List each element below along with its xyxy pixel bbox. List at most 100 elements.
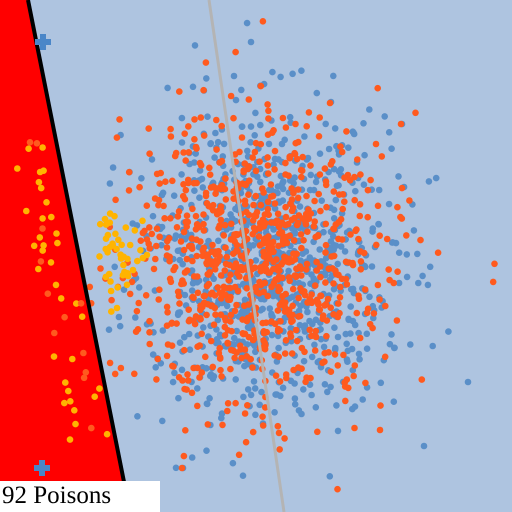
- data-point-blue: [312, 404, 320, 411]
- data-point-orange: [262, 319, 270, 327]
- data-point-orange: [168, 319, 176, 327]
- poison-point: [67, 398, 74, 405]
- data-point-orange: [322, 301, 330, 308]
- data-point-orange: [153, 242, 160, 250]
- data-point-orange: [256, 224, 264, 231]
- data-point-orange: [206, 164, 213, 172]
- data-point-orange: [200, 292, 208, 300]
- data-point-blue: [247, 123, 255, 130]
- data-point-orange: [361, 286, 369, 293]
- poison-point: [118, 241, 125, 249]
- data-point-orange: [247, 355, 254, 363]
- data-point-blue: [250, 277, 257, 285]
- data-point-orange: [282, 203, 289, 211]
- poison-point: [25, 145, 32, 152]
- data-point-blue: [356, 356, 363, 363]
- data-point-orange: [293, 221, 301, 229]
- data-point-blue: [149, 351, 157, 358]
- data-point-orange: [242, 438, 250, 446]
- data-point-orange: [188, 389, 196, 397]
- data-point-orange: [383, 235, 391, 243]
- cross-marker-icon[interactable]: [35, 34, 51, 50]
- data-point-blue: [308, 391, 315, 399]
- data-point-blue: [116, 322, 124, 330]
- data-point-orange: [385, 266, 393, 273]
- data-point-orange: [128, 278, 136, 286]
- data-point-blue: [359, 396, 367, 403]
- data-point-blue: [247, 38, 255, 46]
- data-point-blue: [363, 330, 371, 338]
- data-point-orange: [145, 125, 152, 132]
- data-point-orange: [349, 259, 356, 267]
- data-point-orange: [290, 189, 297, 197]
- cross-marker-icon[interactable]: [34, 460, 50, 476]
- data-point-blue: [297, 257, 305, 265]
- data-point-blue: [105, 326, 113, 334]
- data-point-orange: [180, 228, 188, 236]
- data-point-blue: [327, 383, 334, 391]
- data-point-orange: [265, 107, 272, 115]
- data-point-blue: [243, 19, 251, 27]
- data-point-blue: [260, 194, 267, 202]
- data-point-blue: [334, 333, 342, 341]
- data-point-orange: [253, 209, 261, 216]
- data-point-orange: [276, 301, 284, 309]
- data-point-blue: [342, 330, 350, 338]
- data-point-orange: [249, 336, 257, 344]
- data-point-blue: [301, 325, 308, 332]
- data-point-blue: [109, 164, 117, 171]
- data-point-blue: [420, 442, 428, 450]
- data-point-orange: [282, 290, 290, 298]
- data-point-orange: [327, 368, 335, 376]
- data-point-blue: [178, 139, 186, 146]
- data-point-orange: [190, 294, 197, 302]
- data-point-blue: [247, 391, 255, 399]
- data-point-orange: [243, 285, 251, 292]
- poison-point: [52, 281, 60, 289]
- poison-point: [96, 253, 103, 260]
- data-point-orange: [192, 143, 200, 151]
- data-point-orange: [178, 464, 186, 472]
- data-point-orange: [220, 232, 228, 239]
- data-point-orange: [176, 88, 183, 95]
- data-point-orange: [353, 309, 361, 317]
- data-point-orange: [327, 304, 335, 312]
- data-point-blue: [388, 331, 395, 338]
- data-point-blue: [289, 70, 296, 78]
- poison-point: [123, 281, 131, 289]
- data-point-orange: [314, 428, 321, 436]
- data-point-orange: [185, 179, 192, 187]
- data-point-orange: [200, 132, 208, 139]
- data-point-blue: [181, 333, 188, 341]
- data-point-orange: [196, 374, 203, 381]
- data-point-orange: [217, 216, 225, 224]
- data-point-blue: [375, 221, 383, 228]
- data-point-orange: [329, 265, 336, 272]
- data-point-orange: [265, 233, 272, 240]
- data-point-orange: [343, 376, 351, 383]
- data-point-orange: [257, 264, 264, 271]
- data-point-orange: [241, 160, 249, 167]
- data-point-orange: [155, 201, 162, 209]
- data-point-orange: [350, 372, 358, 380]
- data-point-orange: [193, 179, 200, 187]
- data-point-blue: [286, 113, 294, 121]
- data-point-blue: [296, 203, 304, 210]
- data-point-orange: [226, 261, 233, 269]
- data-point-orange: [267, 181, 275, 188]
- data-point-orange: [213, 210, 221, 218]
- data-point-orange: [216, 159, 223, 166]
- data-point-blue: [175, 394, 182, 402]
- data-point-orange: [301, 291, 309, 299]
- data-point-orange: [190, 317, 197, 324]
- data-point-orange: [341, 198, 348, 205]
- data-point-blue: [312, 178, 320, 186]
- data-point-orange: [264, 162, 272, 169]
- data-point-orange: [167, 278, 175, 286]
- boundary-line[interactable]: [26, 0, 132, 512]
- poison-point: [57, 295, 65, 302]
- data-point-blue: [424, 281, 432, 289]
- data-point-orange: [394, 203, 401, 211]
